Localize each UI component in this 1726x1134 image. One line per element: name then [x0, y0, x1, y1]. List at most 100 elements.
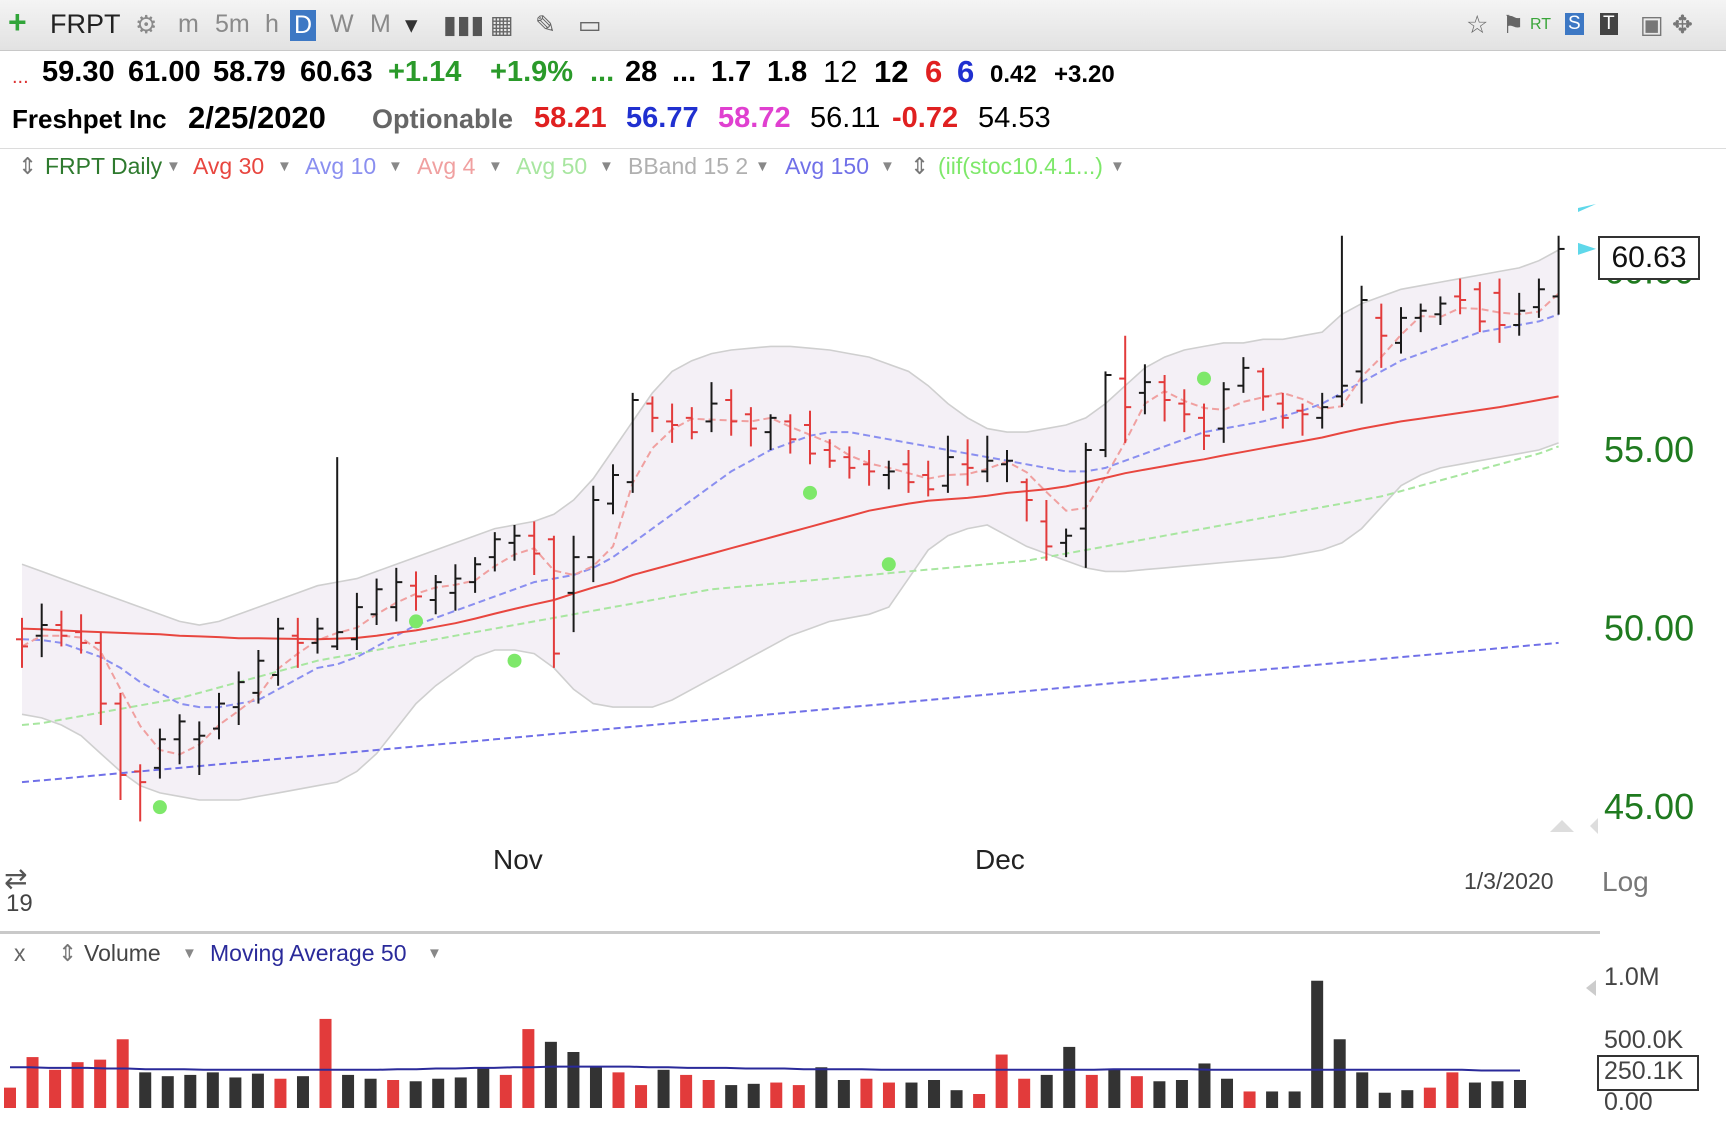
- legend-bband[interactable]: BBand 15 2: [628, 153, 749, 179]
- volume-bar: [387, 1080, 400, 1108]
- ohlc-bar: [941, 435, 954, 493]
- ohlc-bar: [922, 460, 935, 497]
- star-icon[interactable]: ☆: [1466, 11, 1489, 39]
- chevron-down-icon[interactable]: ▼: [182, 945, 197, 962]
- rt-badge[interactable]: RT: [1530, 16, 1552, 33]
- volume-bar: [1153, 1081, 1166, 1108]
- refresh-icon[interactable]: ⇄: [4, 863, 28, 894]
- volume-bar: [1108, 1069, 1121, 1108]
- ohlc-bar: [1020, 478, 1033, 522]
- ohlc-bar: [1296, 403, 1309, 436]
- ohlc-bar: [193, 721, 206, 775]
- quote-value-56-11: 56.11: [810, 102, 881, 134]
- chevron-down-icon[interactable]: ▼: [166, 158, 181, 175]
- move-icon[interactable]: ✥: [1672, 11, 1693, 39]
- ohlc-bar: [1237, 357, 1250, 393]
- pencil-icon[interactable]: ✎: [535, 11, 556, 39]
- chevron-down-icon[interactable]: ▼: [427, 945, 442, 962]
- ohlc-bar: [1434, 296, 1447, 325]
- chevron-down-icon[interactable]: ▼: [388, 158, 403, 175]
- volume-axis-tick-label: 1.0M: [1604, 963, 1660, 991]
- s-badge[interactable]: S: [1565, 13, 1584, 35]
- volume-bar: [770, 1082, 783, 1108]
- quote-value-1-7: 1.7: [711, 56, 752, 88]
- ohlc-bar: [607, 464, 619, 515]
- ohlc-bar: [863, 450, 876, 486]
- volume-bar: [792, 1085, 805, 1108]
- close-pane-icon[interactable]: x: [14, 940, 26, 966]
- flag-icon[interactable]: ⚑: [1502, 11, 1525, 39]
- ohlc-bar: [1158, 375, 1171, 422]
- quote-value-28: 28: [625, 56, 658, 88]
- legend-main-series[interactable]: FRPT Daily: [45, 153, 163, 179]
- move-handle-icon[interactable]: ⇕: [58, 940, 78, 966]
- save-icon[interactable]: ▣: [1640, 11, 1664, 39]
- legend-avg150[interactable]: Avg 150: [785, 153, 869, 179]
- ohlc-bar: [1454, 278, 1467, 315]
- bar-chart-icon[interactable]: ▮▮▮: [443, 11, 485, 39]
- volume-bar: [161, 1076, 174, 1108]
- volume-bar: [725, 1085, 738, 1108]
- quote-value-56-77: 56.77: [626, 102, 699, 134]
- volume-bar: [950, 1090, 963, 1108]
- move-handle-icon[interactable]: ⇕: [910, 153, 930, 179]
- t-badge[interactable]: T: [1600, 13, 1618, 35]
- ohlc-bar: [528, 521, 541, 575]
- note-icon[interactable]: ▭: [578, 11, 602, 39]
- legend-avg30[interactable]: Avg 30: [193, 153, 265, 179]
- volume-bar: [995, 1054, 1008, 1108]
- legend-avg50[interactable]: Avg 50: [516, 153, 588, 179]
- volume-bar: [1378, 1092, 1391, 1108]
- interval-monthly[interactable]: M: [370, 10, 391, 38]
- tool-icon[interactable]: ⚙: [135, 11, 158, 39]
- volume-bar: [26, 1057, 39, 1108]
- ohlc-bar: [291, 617, 304, 668]
- volume-bar: [364, 1078, 377, 1108]
- dropdown-icon[interactable]: ▾: [405, 11, 418, 39]
- chevron-down-icon[interactable]: ▼: [880, 158, 895, 175]
- volume-bar: [1266, 1091, 1279, 1108]
- ohlc-bar: [429, 575, 442, 615]
- interval-minute[interactable]: m: [178, 10, 199, 38]
- legend-iif[interactable]: (iif(stoc10.4.1...): [938, 153, 1103, 179]
- legend-avg10[interactable]: Avg 10: [305, 153, 377, 179]
- interval-daily[interactable]: D: [290, 10, 317, 41]
- ohlc-bar: [1138, 364, 1151, 415]
- volume-bar: [1018, 1078, 1031, 1108]
- volume-bar: [544, 1041, 557, 1108]
- chevron-down-icon[interactable]: ▼: [755, 158, 770, 175]
- ohlc-bar: [153, 728, 166, 779]
- signal-dot: [507, 653, 522, 668]
- volume-axis-tick-label: 0.00: [1604, 1088, 1653, 1116]
- volume-bar: [454, 1077, 467, 1108]
- left-year-label: 19: [6, 890, 33, 917]
- ohlc-bar: [94, 632, 107, 725]
- volume-bar: [206, 1072, 219, 1108]
- legend-volume-ma[interactable]: Moving Average 50: [210, 940, 407, 966]
- ohlc-bar: [626, 392, 639, 493]
- volume-bar: [184, 1074, 197, 1108]
- ohlc-bar: [469, 557, 482, 593]
- range-date-label: 1/3/2020: [1464, 868, 1554, 894]
- chevron-down-icon[interactable]: ▼: [599, 158, 614, 175]
- chevron-down-icon[interactable]: ▼: [1110, 158, 1125, 175]
- interval-5min[interactable]: 5m: [215, 10, 250, 38]
- y-axis-tick-label: 55.00: [1604, 429, 1694, 470]
- log-toggle[interactable]: Log: [1602, 866, 1649, 897]
- volume-bar: [1311, 980, 1324, 1108]
- interval-hour[interactable]: h: [265, 10, 279, 38]
- volume-bar: [4, 1087, 16, 1108]
- legend-volume[interactable]: Volume: [84, 940, 161, 966]
- interval-weekly[interactable]: W: [330, 10, 354, 38]
- table-icon[interactable]: ▦: [490, 11, 514, 39]
- chevron-down-icon[interactable]: ▼: [488, 158, 503, 175]
- volume-bar: [1243, 1091, 1256, 1108]
- legend-avg4[interactable]: Avg 4: [417, 153, 476, 179]
- close-value: 60.63: [300, 56, 373, 88]
- add-symbol-icon[interactable]: +: [8, 4, 27, 40]
- move-handle-icon[interactable]: ⇕: [18, 153, 38, 179]
- chevron-down-icon[interactable]: ▼: [277, 158, 292, 175]
- quote-marker: ...: [12, 66, 29, 88]
- symbol-field[interactable]: FRPT: [50, 9, 121, 39]
- ohlc-bar: [1040, 500, 1053, 561]
